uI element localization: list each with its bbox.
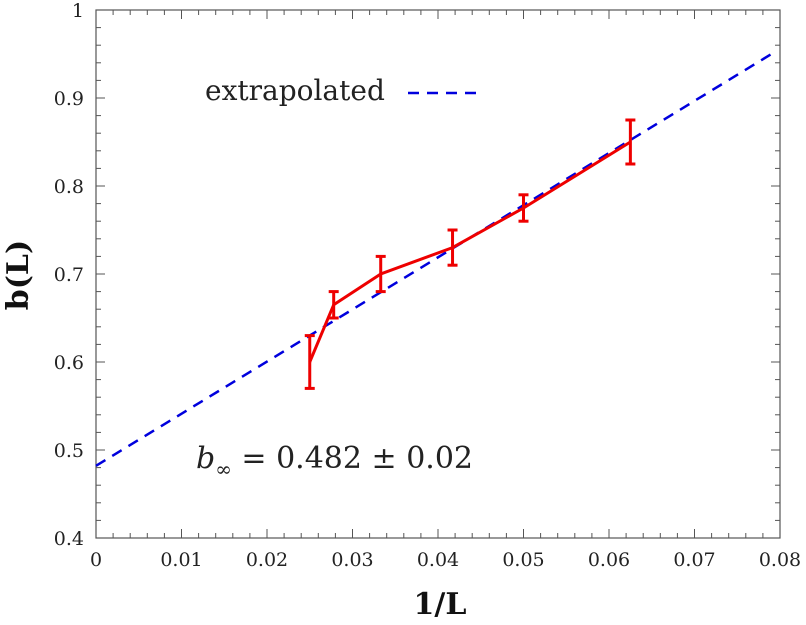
y-axis-title: b(L) <box>1 240 36 310</box>
y-tick-label: 1 <box>72 0 84 22</box>
data-point-errorbar <box>304 334 315 390</box>
legend: extrapolated <box>205 74 478 107</box>
annotation-rest: = 0.482 ± 0.02 <box>232 441 473 476</box>
y-tick-label: 0.8 <box>54 176 84 198</box>
x-tick-label: 0 <box>90 549 102 571</box>
series-layer <box>95 52 773 467</box>
x-tick-label: 0.08 <box>759 549 801 571</box>
x-axis-title: 1/L <box>414 587 467 622</box>
data-point-errorbar <box>518 193 529 223</box>
y-tick-label: 0.5 <box>54 440 84 462</box>
y-tick-label: 0.7 <box>54 264 84 286</box>
annotation-subscript: ∞ <box>215 457 232 481</box>
x-tick-label: 0.01 <box>160 549 202 571</box>
x-tick-label: 0.02 <box>246 549 288 571</box>
y-tick-label: 0.6 <box>54 352 84 374</box>
data-point-errorbar <box>625 118 636 166</box>
x-axis-ticks: 0 0.01 0.02 0.03 0.04 0.05 0.06 0.07 0.08 <box>90 10 801 571</box>
annotation-base: b <box>196 441 215 476</box>
x-tick-label: 0.03 <box>331 549 373 571</box>
fit-annotation: b∞ = 0.482 ± 0.02 <box>196 441 473 481</box>
x-tick-label: 0.04 <box>417 549 459 571</box>
x-tick-label: 0.05 <box>502 549 544 571</box>
x-tick-label: 0.06 <box>588 549 630 571</box>
data-point-errorbar <box>447 228 458 267</box>
y-tick-label: 0.4 <box>54 528 84 550</box>
x-tick-label: 0.07 <box>673 549 715 571</box>
data-point-errorbar <box>375 254 386 294</box>
legend-label-extrapolated: extrapolated <box>205 74 385 107</box>
fit-line-extrapolated <box>95 52 773 467</box>
y-tick-label: 0.9 <box>54 88 84 110</box>
y-axis-ticks: 0.4 0.5 0.6 0.7 0.8 0.9 1 <box>54 0 780 550</box>
data-line <box>308 140 632 363</box>
data-point-errorbar <box>328 290 339 320</box>
